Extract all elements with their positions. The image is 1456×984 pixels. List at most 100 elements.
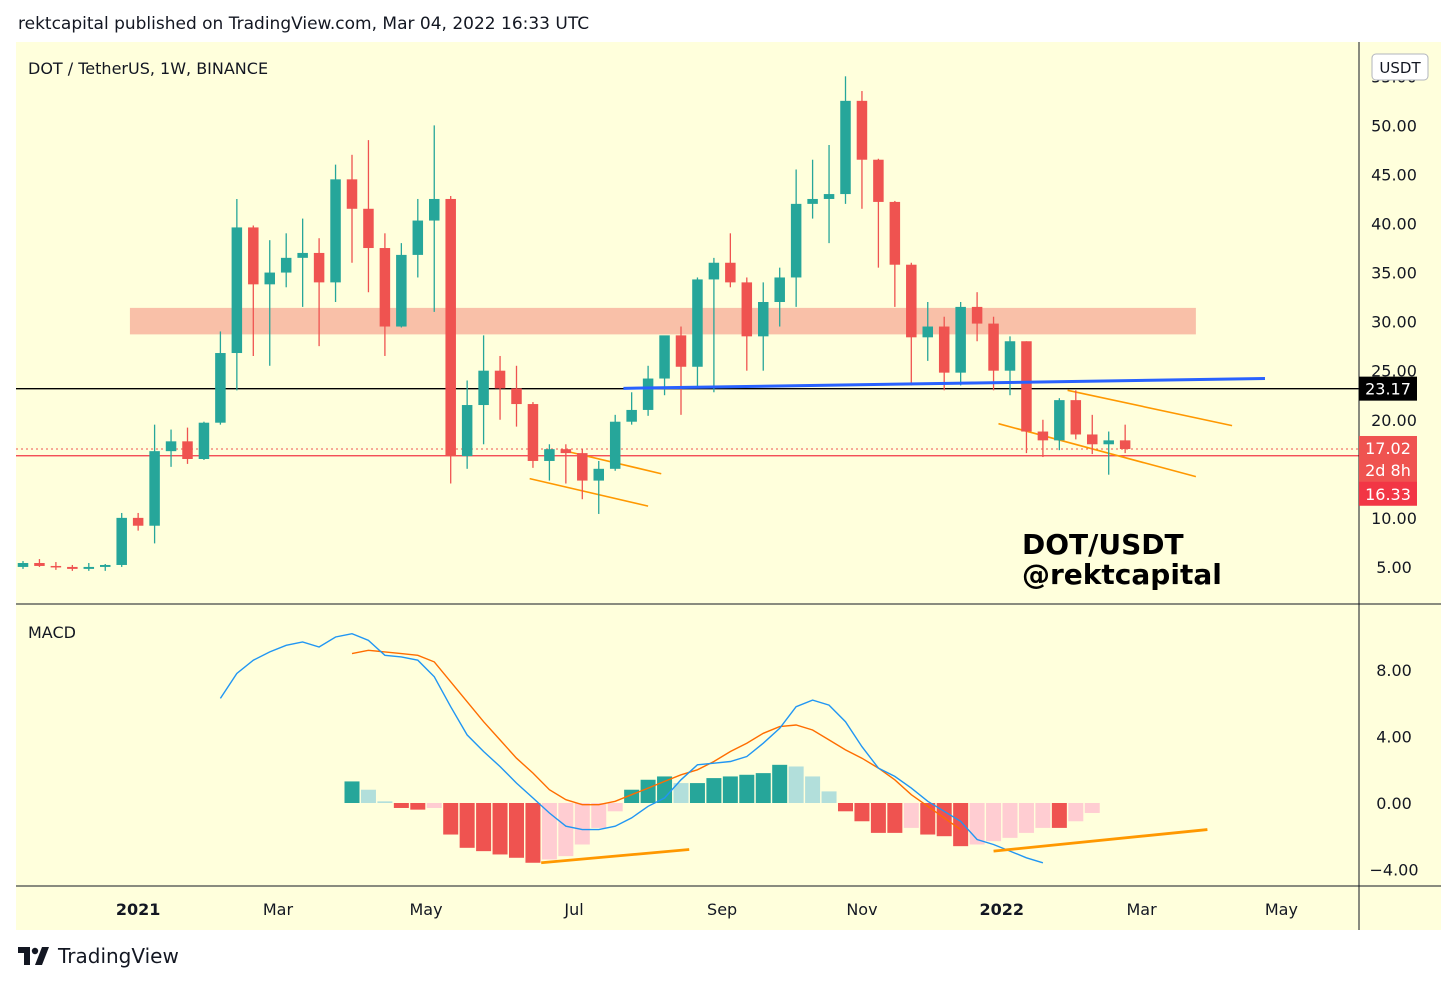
candle[interactable] [577,449,588,500]
currency-button[interactable]: USDT [1371,53,1429,81]
candle[interactable] [182,427,193,464]
candle[interactable] [1103,431,1114,475]
macd-histogram-bar [755,773,771,803]
candle[interactable] [609,414,621,471]
candle[interactable] [429,125,440,312]
macd-histogram-bar [1035,803,1051,828]
candle[interactable] [50,562,62,570]
candle[interactable] [478,335,489,445]
candle[interactable] [1021,341,1032,454]
macd-histogram-bar [706,778,722,803]
candle[interactable] [264,240,276,366]
price-tick-label: 40.00 [1371,215,1417,234]
candle[interactable] [149,424,160,544]
candle[interactable] [1119,424,1131,454]
candle[interactable] [856,91,868,209]
candle[interactable] [1037,419,1049,458]
candle[interactable] [412,198,424,278]
candle[interactable] [379,233,391,356]
candle[interactable] [758,282,769,371]
candle[interactable] [873,158,884,268]
candle-body [527,404,539,461]
channel-2022-upper [1067,389,1233,427]
low-price-tag-text: 16.33 [1365,485,1411,504]
candle[interactable] [823,145,835,244]
candle[interactable] [17,561,29,569]
candle[interactable] [1087,414,1098,455]
candle[interactable] [675,326,687,415]
candle[interactable] [544,444,555,481]
candle-body [330,179,341,283]
candle[interactable] [1070,390,1082,440]
candle[interactable] [642,365,654,416]
candle[interactable] [938,316,950,391]
candle[interactable] [363,140,374,293]
price-tick-label: 45.00 [1371,165,1417,184]
candle[interactable] [297,218,308,307]
macd-histogram-bar [805,776,821,803]
candle[interactable] [34,559,45,567]
chart-panel[interactable]: 5.00 10.00 20.00 25.00 30.00 35.00 40.00 45.00 5… [16,42,1441,930]
macd-pane[interactable] [219,632,1208,865]
macd-tick-label: −4.00 [1369,860,1418,879]
candle[interactable] [659,335,670,396]
macd-histogram-bar [772,764,788,803]
resistance-zone [129,307,1196,335]
candle[interactable] [889,200,901,307]
macd-histogram-bar [870,803,886,833]
macd-histogram-bar [1051,803,1067,828]
candle[interactable] [445,196,456,484]
candle[interactable] [396,243,407,328]
candle-body [461,405,473,457]
time-tick-label: Mar [263,900,294,919]
candle[interactable] [461,380,473,469]
candle[interactable] [906,262,917,386]
macd-histogram-bar [920,803,936,835]
candle[interactable] [330,164,341,302]
candle[interactable] [527,402,539,468]
candle[interactable] [67,564,78,571]
candle[interactable] [988,316,999,391]
candles[interactable] [17,76,1131,571]
candle[interactable] [971,292,983,342]
candle[interactable] [560,444,572,484]
candle[interactable] [511,365,522,427]
candle-body [1021,341,1032,432]
level-price-tag: 23.17 [1359,376,1417,401]
candle[interactable] [346,154,358,263]
candle[interactable] [116,512,127,567]
candle[interactable] [231,198,243,391]
candle-body [248,227,259,285]
candle[interactable] [774,267,785,327]
candle[interactable] [280,233,292,288]
candle[interactable] [1004,336,1016,396]
chart-title: DOT / TetherUS, 1W, BINANCE [28,59,268,78]
candle[interactable] [955,302,966,386]
candle[interactable] [198,421,210,460]
price-tick-label: 20.00 [1371,411,1417,430]
candle-body [889,201,901,265]
candle[interactable] [708,257,720,393]
candle[interactable] [313,238,325,347]
macd-histogram-bar [640,779,656,803]
candle[interactable] [1054,398,1065,451]
candle[interactable] [248,225,259,356]
candle[interactable] [692,277,703,389]
candle[interactable] [840,76,851,204]
candle[interactable] [100,563,111,571]
candle[interactable] [807,159,818,219]
candle[interactable] [741,277,753,371]
candle[interactable] [494,355,506,420]
candle[interactable] [83,563,95,571]
candle[interactable] [215,331,226,425]
candle[interactable] [165,429,177,467]
chart-svg[interactable]: 5.00 10.00 20.00 25.00 30.00 35.00 40.00 45.00 5… [16,42,1441,930]
candle-body [231,227,243,354]
candle[interactable] [922,302,934,361]
candle[interactable] [593,460,605,514]
candle[interactable] [725,233,736,288]
macd-histogram-bar [360,789,376,803]
candle[interactable] [790,169,802,307]
candle[interactable] [132,512,144,531]
candle[interactable] [626,392,637,425]
